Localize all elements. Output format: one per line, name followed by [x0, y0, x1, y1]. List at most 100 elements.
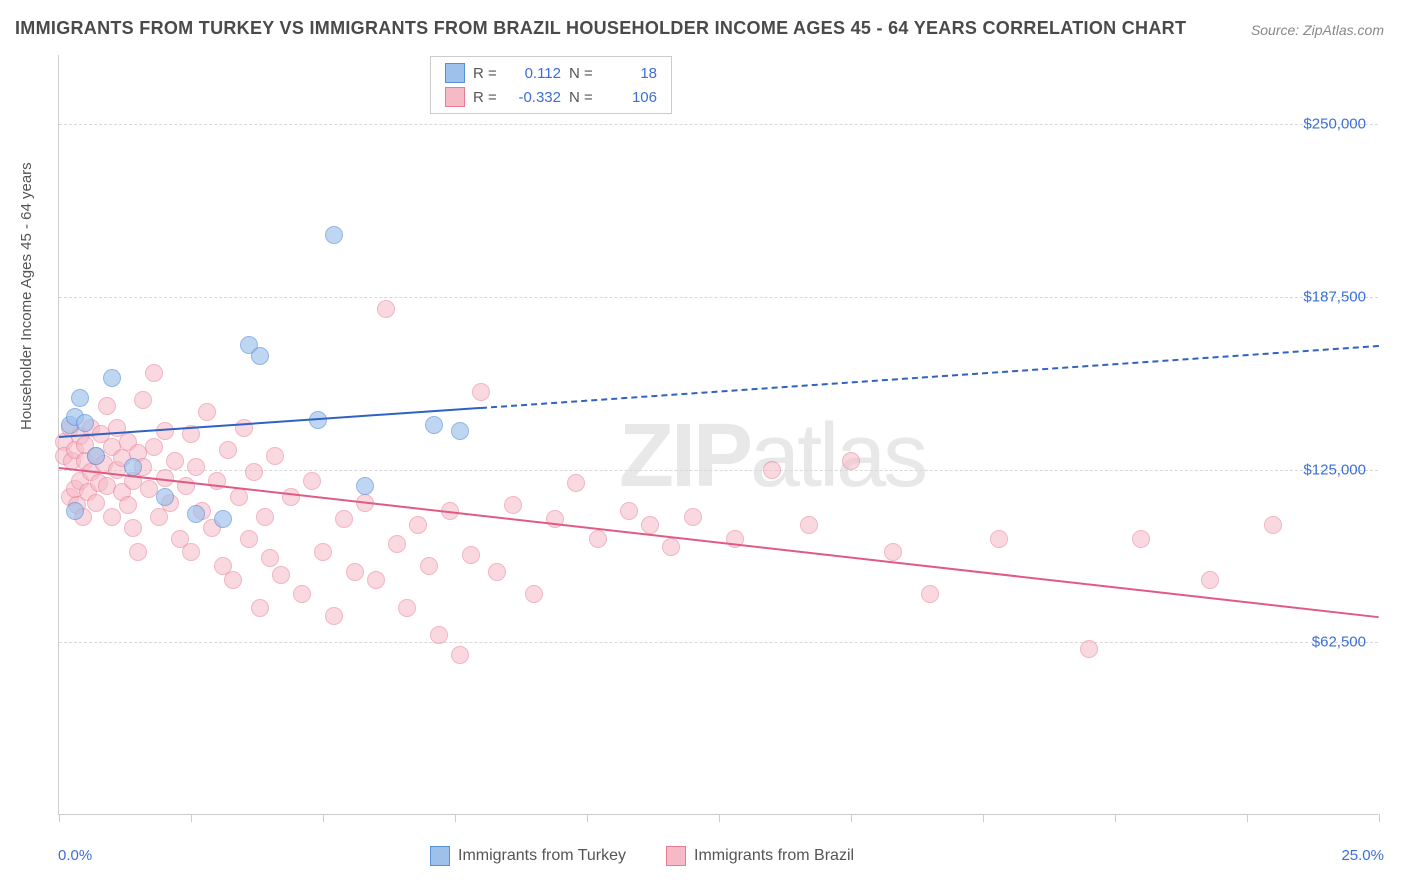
- legend-item: Immigrants from Brazil: [666, 846, 854, 866]
- data-point: [884, 543, 902, 561]
- x-tick: [1379, 814, 1380, 822]
- data-point: [921, 585, 939, 603]
- gridline: [59, 297, 1378, 298]
- data-point: [1132, 530, 1150, 548]
- x-tick: [1247, 814, 1248, 822]
- data-point: [990, 530, 1008, 548]
- data-point: [303, 472, 321, 490]
- data-point: [187, 505, 205, 523]
- data-point: [87, 494, 105, 512]
- data-point: [451, 646, 469, 664]
- data-point: [335, 510, 353, 528]
- data-point: [71, 389, 89, 407]
- x-tick: [455, 814, 456, 822]
- data-point: [224, 571, 242, 589]
- data-point: [314, 543, 332, 561]
- data-point: [346, 563, 364, 581]
- data-point: [377, 300, 395, 318]
- plot-area: ZIPatlas $62,500$125,000$187,500$250,000: [58, 55, 1378, 815]
- n-value: 18: [605, 65, 657, 82]
- data-point: [525, 585, 543, 603]
- data-point: [684, 508, 702, 526]
- data-point: [504, 496, 522, 514]
- data-point: [451, 422, 469, 440]
- data-point: [488, 563, 506, 581]
- source-label: Source: ZipAtlas.com: [1251, 22, 1384, 38]
- r-value: 0.112: [509, 65, 561, 82]
- legend-label: Immigrants from Turkey: [458, 847, 626, 865]
- correlation-chart: IMMIGRANTS FROM TURKEY VS IMMIGRANTS FRO…: [0, 0, 1406, 892]
- data-point: [66, 502, 84, 520]
- y-tick-label: $250,000: [1303, 116, 1366, 133]
- r-value: -0.332: [509, 89, 561, 106]
- legend-swatch: [445, 63, 465, 83]
- data-point: [462, 546, 480, 564]
- data-point: [472, 383, 490, 401]
- x-tick: [59, 814, 60, 822]
- data-point: [166, 452, 184, 470]
- data-point: [325, 226, 343, 244]
- data-point: [1080, 640, 1098, 658]
- x-tick: [587, 814, 588, 822]
- data-point: [103, 369, 121, 387]
- data-point: [119, 496, 137, 514]
- legend-swatch: [445, 87, 465, 107]
- chart-title: IMMIGRANTS FROM TURKEY VS IMMIGRANTS FRO…: [15, 18, 1186, 39]
- legend-swatch: [430, 846, 450, 866]
- data-point: [230, 488, 248, 506]
- legend-swatch: [666, 846, 686, 866]
- gridline: [59, 124, 1378, 125]
- data-point: [567, 474, 585, 492]
- data-point: [124, 519, 142, 537]
- x-tick: [851, 814, 852, 822]
- data-point: [620, 502, 638, 520]
- trend-line: [481, 345, 1379, 409]
- data-point: [800, 516, 818, 534]
- data-point: [261, 549, 279, 567]
- legend-row: R =0.112N =18: [431, 61, 671, 85]
- data-point: [124, 458, 142, 476]
- data-point: [145, 364, 163, 382]
- gridline: [59, 642, 1378, 643]
- x-tick: [1115, 814, 1116, 822]
- r-label: R =: [473, 65, 501, 82]
- data-point: [98, 397, 116, 415]
- x-tick: [983, 814, 984, 822]
- correlation-legend: R =0.112N =18R =-0.332N =106: [430, 56, 672, 114]
- data-point: [367, 571, 385, 589]
- data-point: [187, 458, 205, 476]
- data-point: [251, 599, 269, 617]
- data-point: [1264, 516, 1282, 534]
- data-point: [388, 535, 406, 553]
- data-point: [763, 461, 781, 479]
- n-label: N =: [569, 89, 597, 106]
- data-point: [145, 438, 163, 456]
- data-point: [266, 447, 284, 465]
- data-point: [76, 414, 94, 432]
- data-point: [842, 452, 860, 470]
- data-point: [240, 530, 258, 548]
- x-axis-max-label: 25.0%: [1341, 847, 1384, 864]
- y-tick-label: $62,500: [1312, 634, 1366, 651]
- data-point: [1201, 571, 1219, 589]
- data-point: [398, 599, 416, 617]
- data-point: [182, 543, 200, 561]
- data-point: [356, 477, 374, 495]
- legend-row: R =-0.332N =106: [431, 85, 671, 109]
- legend-item: Immigrants from Turkey: [430, 846, 626, 866]
- x-tick: [191, 814, 192, 822]
- data-point: [589, 530, 607, 548]
- watermark: ZIPatlas: [619, 405, 925, 508]
- x-tick: [719, 814, 720, 822]
- data-point: [219, 441, 237, 459]
- x-axis-min-label: 0.0%: [58, 847, 92, 864]
- data-point: [409, 516, 427, 534]
- data-point: [430, 626, 448, 644]
- data-point: [87, 447, 105, 465]
- data-point: [325, 607, 343, 625]
- data-point: [198, 403, 216, 421]
- data-point: [134, 391, 152, 409]
- series-legend: Immigrants from Turkey Immigrants from Br…: [430, 846, 854, 866]
- data-point: [641, 516, 659, 534]
- data-point: [103, 508, 121, 526]
